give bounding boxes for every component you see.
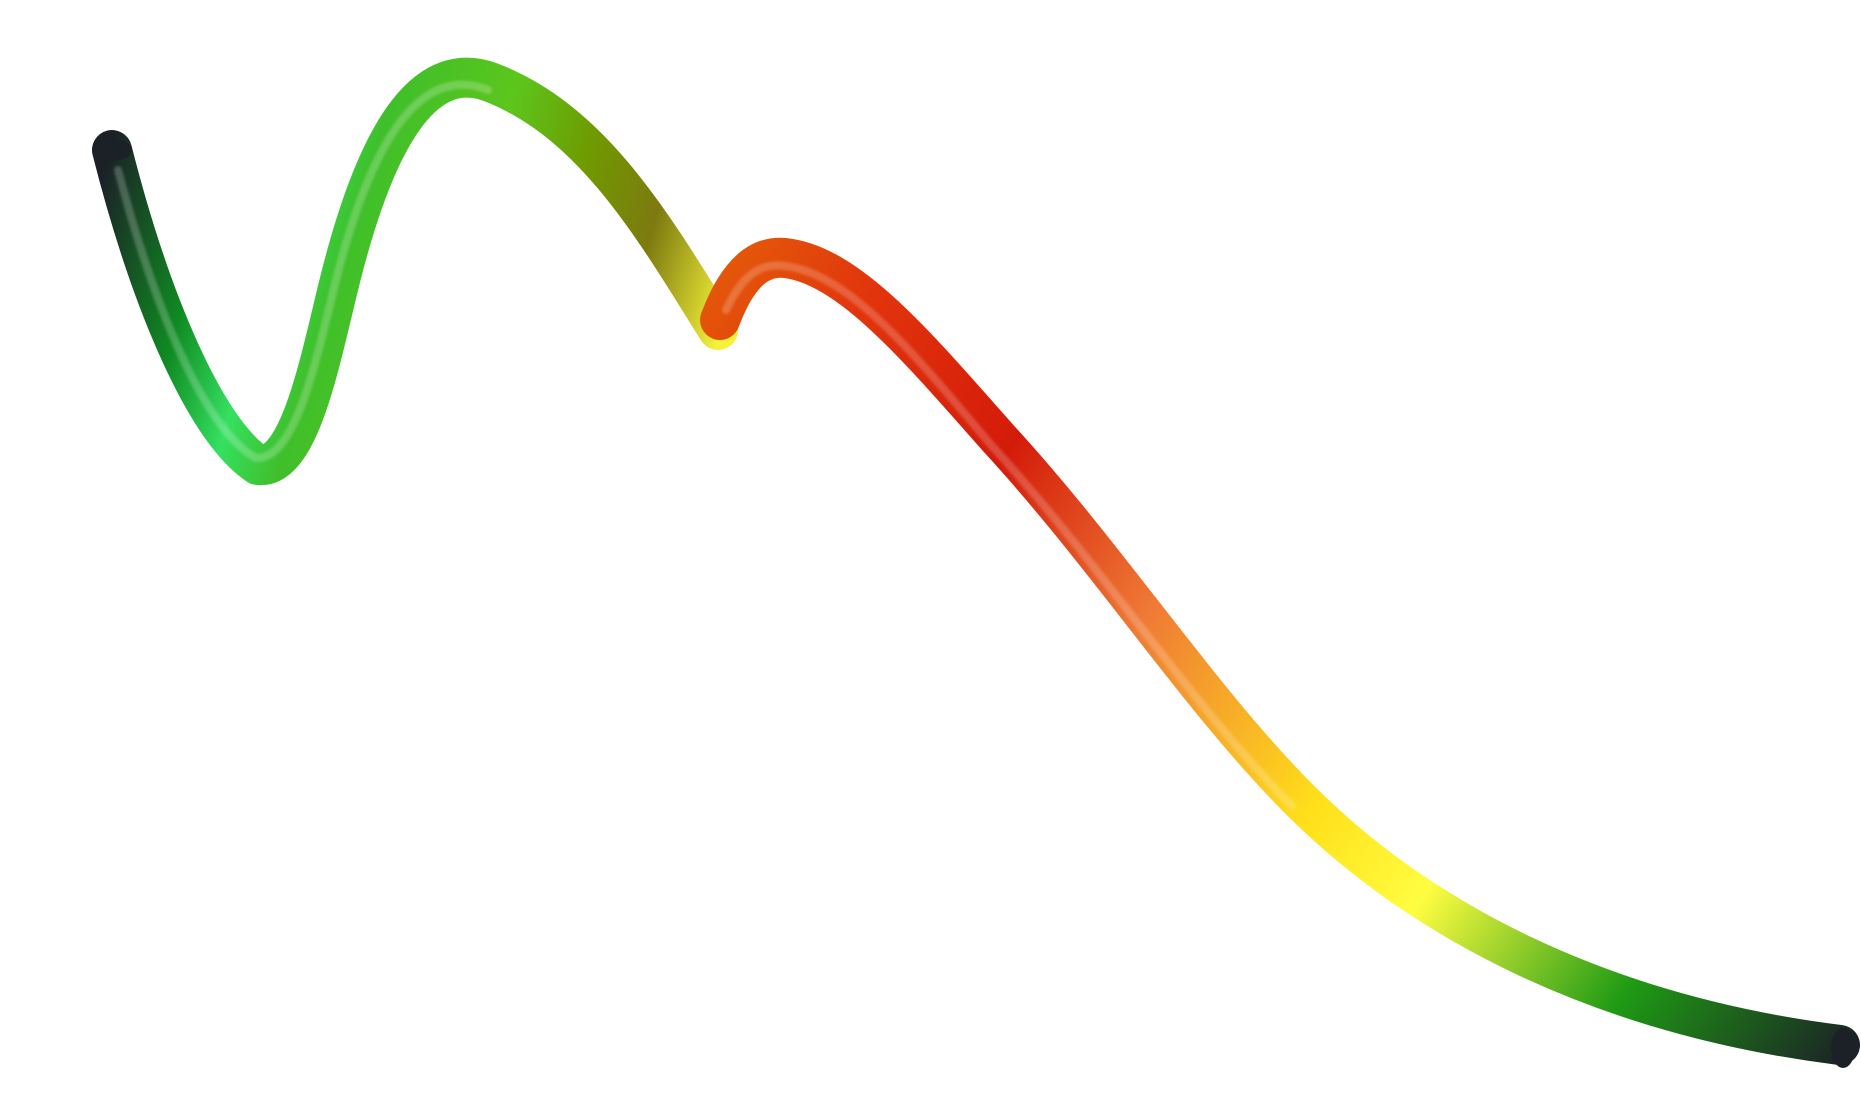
orange-red-segment xyxy=(700,237,1860,1065)
orange-red-segment-body xyxy=(700,237,1860,1065)
end-cap xyxy=(1831,1028,1855,1068)
green-segment-highlight xyxy=(114,80,492,463)
green-segment xyxy=(92,57,738,485)
green-segment-body xyxy=(92,57,738,485)
orange-red-segment-highlight xyxy=(722,261,1296,810)
start-cap xyxy=(92,139,132,161)
